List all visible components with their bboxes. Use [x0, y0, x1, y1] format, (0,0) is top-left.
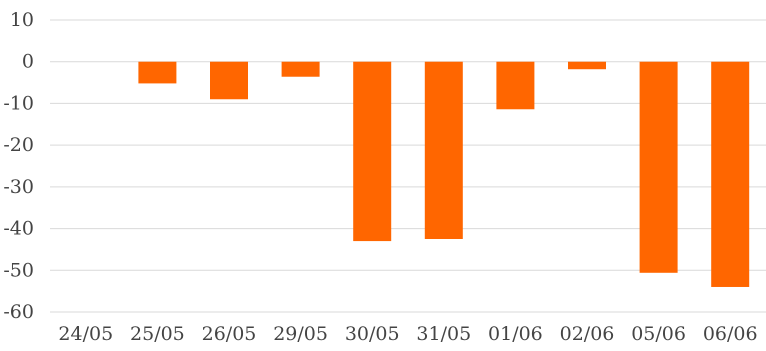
x-tick-label: 29/05 [273, 323, 328, 345]
bar-06/06 [711, 61, 750, 287]
x-tick-label: 24/05 [58, 323, 113, 345]
y-tick-label: -30 [3, 176, 34, 198]
bar-31/05 [424, 61, 463, 239]
x-tick-label: 25/05 [130, 323, 185, 345]
y-tick-label: -40 [3, 218, 34, 240]
bars [138, 61, 750, 287]
bar-05/06 [639, 61, 678, 273]
bar-29/05 [281, 61, 320, 77]
x-tick-label: 31/05 [416, 323, 471, 345]
y-tick-label: -20 [3, 134, 34, 156]
x-tick-label: 01/06 [488, 323, 543, 345]
y-tick-label: -60 [3, 301, 34, 323]
y-axis-ticks: 10 0 -10 -20 -30 -40 -50 -60 [3, 9, 34, 323]
x-tick-label: 02/06 [560, 323, 615, 345]
bar-26/05 [210, 61, 248, 100]
y-tick-label: 0 [22, 51, 34, 73]
x-tick-label: 30/05 [345, 323, 400, 345]
x-tick-label: 05/06 [631, 323, 686, 345]
y-tick-label: -10 [3, 92, 34, 114]
x-tick-label: 06/06 [703, 323, 758, 345]
bar-02/06 [568, 61, 606, 70]
x-axis-ticks: 24/05 25/05 26/05 29/05 30/05 31/05 01/06 02/06… [58, 323, 757, 345]
bar-25/05 [138, 61, 177, 84]
bar-01/06 [496, 61, 535, 110]
y-tick-label: -50 [3, 259, 34, 281]
y-tick-label: 10 [10, 9, 34, 31]
bar-30/05 [353, 61, 392, 242]
x-tick-label: 26/05 [202, 323, 257, 345]
